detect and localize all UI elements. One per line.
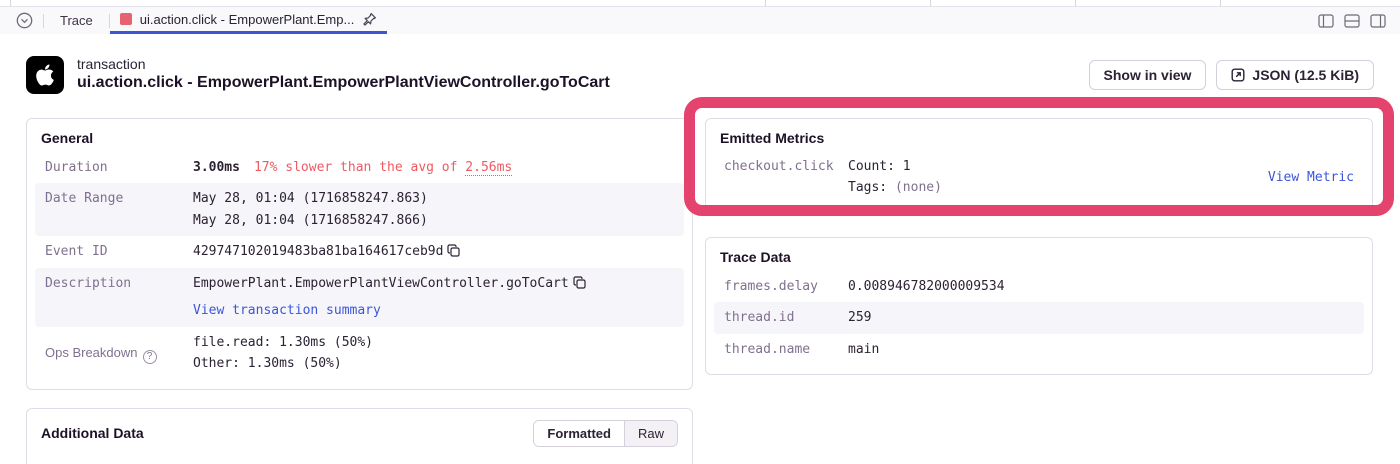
header-actions: Show in view JSON (12.5 KiB) xyxy=(1088,56,1374,90)
copy-icon[interactable] xyxy=(447,244,461,257)
row-date-range: Date Range May 28, 01:04 (1716858247.863… xyxy=(35,183,684,237)
ops-breakdown-key: Ops Breakdown? xyxy=(45,342,187,365)
row-event-id: Event ID 429747102019483ba81ba164617ceb9… xyxy=(35,236,684,267)
event-id-key: Event ID xyxy=(45,244,108,260)
copy-icon[interactable] xyxy=(573,276,586,289)
duration-key: Duration xyxy=(45,160,108,175)
general-card: General Duration 3.00ms 17% slower than … xyxy=(26,118,693,390)
tags-value: (none) xyxy=(894,180,942,196)
tags-label: Tags: xyxy=(848,180,895,196)
avg-duration-value[interactable]: 2.56ms xyxy=(465,160,513,176)
tab-trace-label: Trace xyxy=(60,13,93,28)
drawer-layout-controls xyxy=(1318,7,1386,34)
metric-name: checkout.click xyxy=(724,159,834,174)
row-frames-delay: frames.delay 0.008946782000009534 xyxy=(714,271,1364,302)
tab-separator xyxy=(43,13,44,28)
show-in-view-label: Show in view xyxy=(1103,67,1192,83)
metric-tags: Tags: (none) xyxy=(848,177,1262,198)
ops-breakdown-line2: Other: 1.30ms (50%) xyxy=(193,356,342,372)
transaction-title: ui.action.click - EmpowerPlant.EmpowerPl… xyxy=(77,74,610,91)
event-id-value: 429747102019483ba81ba164617ceb9d xyxy=(193,244,444,260)
transaction-color-swatch-icon xyxy=(119,13,132,25)
format-toggle: Formatted Raw xyxy=(533,419,678,447)
emitted-metrics-title: Emitted Metrics xyxy=(720,130,825,146)
chevron-down-circle-icon xyxy=(16,12,33,29)
upper-panel-edge xyxy=(0,0,1400,7)
collapse-drawer-button[interactable] xyxy=(14,7,43,34)
count-label: Count: xyxy=(848,159,903,174)
view-metric-link[interactable]: View Metric xyxy=(1267,169,1354,185)
duration-comparison: 17% slower than the avg of 2.56ms xyxy=(253,157,513,178)
column-divider xyxy=(1220,0,1221,7)
external-link-icon xyxy=(1231,68,1245,82)
description-key: Description xyxy=(45,275,132,291)
frames-delay-value: 0.008946782000009534 xyxy=(169,460,674,464)
ops-breakdown-line1: file.read: 1.30ms (50%) xyxy=(193,334,374,350)
drawer-tab-bar: Trace ui.action.click - EmpowerPlant.Emp… xyxy=(0,7,1400,34)
column-divider xyxy=(930,0,931,7)
row-thread-id: thread.id 259 xyxy=(714,302,1364,334)
json-download-button[interactable]: JSON (12.5 KiB) xyxy=(1216,60,1374,90)
date-range-start: May 28, 01:04 (1716858247.863) xyxy=(193,191,428,207)
help-icon[interactable]: ? xyxy=(142,350,157,365)
additional-data-card: Additional Data Formatted Raw frames.del… xyxy=(26,407,693,464)
date-range-key: Date Range xyxy=(45,191,124,207)
show-in-view-button[interactable]: Show in view xyxy=(1088,60,1207,90)
dock-bottom-icon[interactable] xyxy=(1344,13,1360,28)
toggle-formatted[interactable]: Formatted xyxy=(534,420,624,446)
tab-transaction-label: ui.action.click - EmpowerPlant.Emp... xyxy=(139,11,355,27)
trace-data-title: Trace Data xyxy=(720,248,791,265)
row-ops-breakdown: Ops Breakdown? file.read: 1.30ms (50%) O… xyxy=(35,327,684,380)
json-button-label: JSON (12.5 KiB) xyxy=(1252,67,1359,83)
emitted-metric-row: checkout.click Count: 1 Tags: (none) Vie… xyxy=(714,152,1364,201)
frames-delay-value: 0.008946782000009534 xyxy=(848,278,1005,294)
thread-name-value: main xyxy=(848,341,880,357)
tab-trace[interactable]: Trace xyxy=(44,7,109,34)
dock-left-icon[interactable] xyxy=(1318,13,1334,28)
thread-name-key: thread.name xyxy=(724,341,811,357)
tab-transaction-active[interactable]: ui.action.click - EmpowerPlant.Emp... xyxy=(109,7,388,34)
trace-data-card: Trace Data frames.delay 0.00894678200000… xyxy=(705,236,1373,376)
row-description: Description EmpowerPlant.EmpowerPlantVie… xyxy=(35,267,684,327)
dock-right-icon[interactable] xyxy=(1370,13,1386,28)
apple-platform-icon xyxy=(26,56,64,94)
emitted-metrics-card: Emitted Metrics checkout.click Count: 1 … xyxy=(705,118,1373,211)
metric-count: Count: 1 xyxy=(848,156,1262,177)
additional-data-title: Additional Data xyxy=(41,425,144,441)
description-value: EmpowerPlant.EmpowerPlantViewController.… xyxy=(193,275,569,291)
thread-id-key: thread.id xyxy=(724,310,795,326)
column-divider xyxy=(765,0,766,7)
count-value: 1 xyxy=(902,159,911,174)
column-divider xyxy=(10,0,11,7)
column-divider xyxy=(1075,0,1076,7)
row-frames-delay: frames.delay 0.008946782000009534 xyxy=(35,455,684,464)
pin-icon[interactable] xyxy=(362,12,377,27)
transaction-header: transaction ui.action.click - EmpowerPla… xyxy=(0,34,1400,94)
tab-separator xyxy=(108,13,110,28)
thread-id-value: 259 xyxy=(848,310,872,326)
duration-note: 17% slower than the avg of xyxy=(253,160,466,175)
frames-delay-key: frames.delay xyxy=(45,460,163,464)
ops-breakdown-label: Ops Breakdown xyxy=(45,344,138,360)
event-type-label: transaction xyxy=(77,56,146,72)
duration-value: 3.00ms xyxy=(193,160,240,175)
row-duration: Duration 3.00ms 17% slower than the avg … xyxy=(35,152,684,183)
date-range-end: May 28, 01:04 (1716858247.866) xyxy=(193,212,428,228)
row-thread-name: thread.name main xyxy=(714,334,1364,365)
toggle-raw[interactable]: Raw xyxy=(623,420,677,446)
help-glyph: ? xyxy=(146,350,153,362)
general-title: General xyxy=(41,130,94,146)
view-transaction-summary-link[interactable]: View transaction summary xyxy=(193,303,381,319)
frames-delay-key: frames.delay xyxy=(724,278,818,294)
